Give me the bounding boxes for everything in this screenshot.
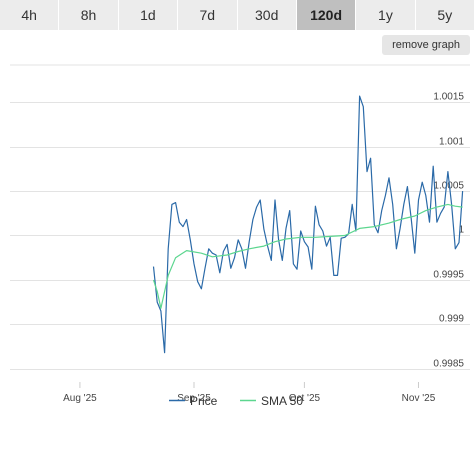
x-tick-label: Aug '25 xyxy=(63,393,97,404)
range-selector: 4h 8h 1d 7d 30d 120d 1y 5y xyxy=(0,0,474,30)
range-button-1d[interactable]: 1d xyxy=(118,0,179,30)
remove-graph-button[interactable]: remove graph xyxy=(382,35,470,55)
range-button-1y[interactable]: 1y xyxy=(356,0,416,30)
range-button-120d[interactable]: 120d xyxy=(296,0,357,30)
range-button-30d[interactable]: 30d xyxy=(237,0,297,30)
legend-label-price[interactable]: Price xyxy=(190,394,218,408)
x-tick-label: Nov '25 xyxy=(402,393,436,404)
series-line-sma-50 xyxy=(152,203,463,309)
y-tick-label: 0.9985 xyxy=(433,359,464,370)
range-button-7d[interactable]: 7d xyxy=(178,0,238,30)
series-line-price xyxy=(152,95,464,354)
price-chart: 0.9985 0.999 0.9995 1 1.0005 1.001 1.0015 Aug … xyxy=(10,64,470,408)
chart-grid xyxy=(10,64,470,370)
x-tick-label: Oct '25 xyxy=(289,393,321,404)
x-tick-label: Sep '25 xyxy=(177,393,211,404)
y-tick-label: 1.0005 xyxy=(433,181,464,192)
chart-series xyxy=(152,95,464,354)
y-tick-label: 0.9995 xyxy=(433,270,464,281)
range-button-8h[interactable]: 8h xyxy=(59,0,119,30)
y-tick-label: 0.999 xyxy=(439,314,464,325)
y-tick-label: 1.001 xyxy=(439,137,464,148)
legend-label-sma-50[interactable]: SMA 50 xyxy=(261,394,303,408)
range-button-4h[interactable]: 4h xyxy=(0,0,60,30)
x-axis-ticks: Aug '25 Sep '25 Oct '25 Nov '25 xyxy=(63,382,436,404)
y-tick-label: 1.0015 xyxy=(433,92,464,103)
y-axis-ticks: 0.9985 0.999 0.9995 1 1.0005 1.001 1.0015 xyxy=(433,92,464,370)
y-tick-label: 1 xyxy=(458,225,464,236)
chart-legend: Price SMA 50 xyxy=(169,394,303,408)
range-button-5y[interactable]: 5y xyxy=(415,0,474,30)
